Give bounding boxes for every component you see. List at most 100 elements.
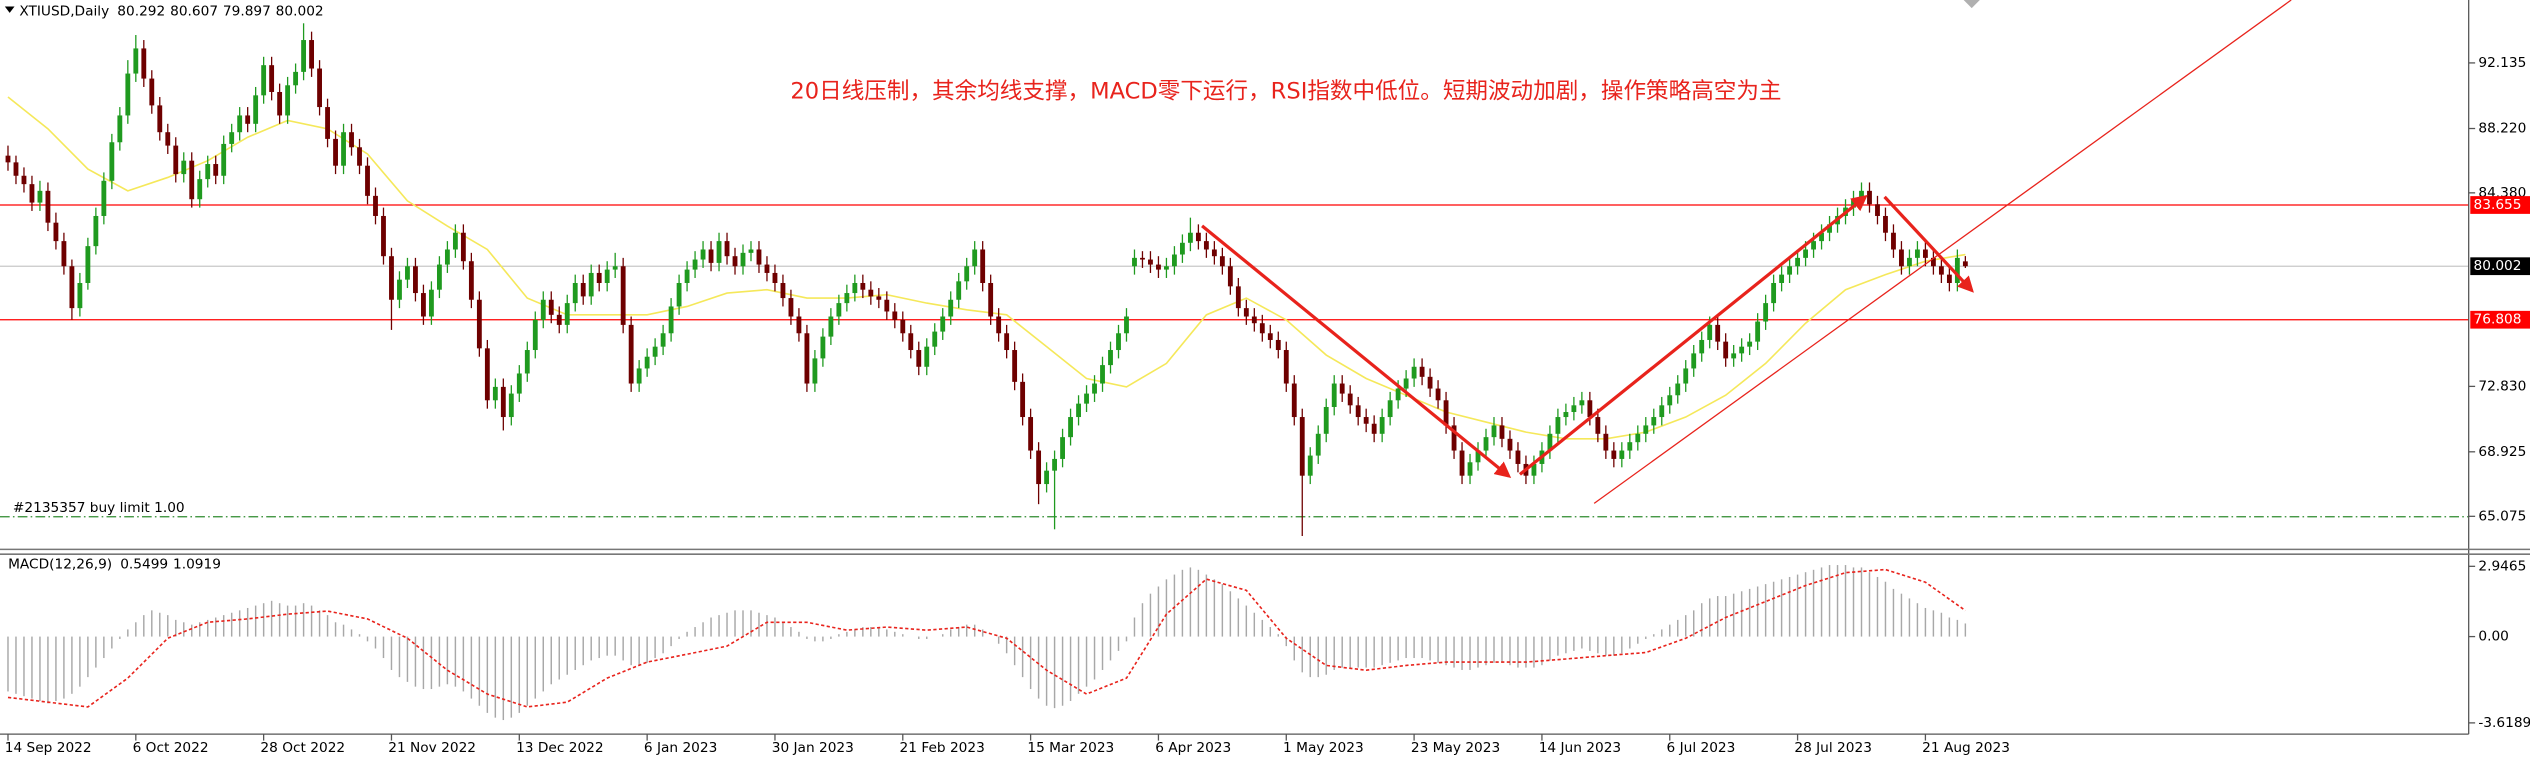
candle-body xyxy=(1507,438,1513,451)
candle-body xyxy=(580,282,586,297)
candle-body xyxy=(421,293,426,317)
candle-body xyxy=(1483,437,1489,451)
candle-body xyxy=(788,298,794,317)
candle-body xyxy=(708,249,714,263)
candle-body xyxy=(1899,249,1904,267)
drawings xyxy=(1201,0,2292,504)
candle-body xyxy=(1068,417,1073,438)
y-tick-label: 68.925 xyxy=(2478,444,2526,460)
candle-body xyxy=(261,65,267,96)
candle-body xyxy=(1315,433,1321,456)
candle-body xyxy=(1595,417,1601,434)
candle-body xyxy=(1283,350,1289,384)
candle-body xyxy=(1675,383,1681,396)
candle-body xyxy=(1435,388,1441,401)
candle-body xyxy=(1004,333,1010,351)
candle-body xyxy=(1883,215,1888,233)
candle-body xyxy=(205,164,211,180)
candle-body xyxy=(908,333,914,351)
candle-body xyxy=(429,289,434,317)
candle-body xyxy=(397,279,402,300)
candle-body xyxy=(237,115,243,133)
candle-body xyxy=(317,68,322,108)
candle-body xyxy=(1211,249,1217,257)
candle-body xyxy=(333,138,338,166)
candle-body xyxy=(1611,450,1617,459)
x-tick-label: 6 Jul 2023 xyxy=(1667,740,1736,756)
candle-body xyxy=(1020,381,1026,418)
low-value: 79.897 xyxy=(223,3,271,19)
candle-body xyxy=(860,282,866,290)
menu-triangle[interactable] xyxy=(4,6,15,13)
close-value: 80.002 xyxy=(276,3,324,19)
candle-body xyxy=(1339,383,1345,394)
high-value: 80.607 xyxy=(170,3,218,19)
candle-body xyxy=(924,346,930,367)
channel-line xyxy=(1593,0,2292,504)
candle-body xyxy=(660,333,666,347)
candle-body xyxy=(1691,353,1697,369)
candle-body xyxy=(868,289,874,297)
candle-body xyxy=(500,386,506,418)
candle-body xyxy=(972,249,978,267)
candle-body xyxy=(980,249,986,283)
candle-body xyxy=(1930,257,1936,267)
candle-body xyxy=(460,232,466,262)
candle-body xyxy=(1076,403,1081,418)
current-price-box xyxy=(2470,257,2530,276)
candle-body xyxy=(1203,241,1209,250)
candle-body xyxy=(1291,383,1297,418)
candle-body xyxy=(1795,257,1801,267)
candle-body xyxy=(221,143,227,176)
candle-body xyxy=(1731,353,1737,359)
candle-body xyxy=(1052,458,1058,471)
candle-body xyxy=(1251,316,1257,324)
candle-body xyxy=(277,91,283,116)
candle-body xyxy=(884,299,890,312)
candle-body xyxy=(1443,400,1449,426)
candle-body xyxy=(1172,254,1177,267)
trend-arrow xyxy=(1201,224,1512,479)
x-tick-label: 28 Jul 2023 xyxy=(1794,740,1872,756)
candle-body xyxy=(676,282,682,307)
candle-body xyxy=(1771,282,1777,304)
candle-body xyxy=(141,48,147,79)
candle-body xyxy=(1571,405,1577,413)
candle-body xyxy=(157,105,163,133)
x-tick-label: 13 Dec 2022 xyxy=(516,740,604,756)
candle-body xyxy=(245,115,251,124)
candle-body xyxy=(1427,376,1433,389)
candle-body xyxy=(1467,462,1473,476)
x-tick-label: 21 Feb 2023 xyxy=(900,740,985,756)
candle-body xyxy=(1379,417,1385,434)
candle-body xyxy=(1875,204,1880,216)
candle-body xyxy=(484,348,490,401)
candle-body xyxy=(548,299,554,315)
candle-body xyxy=(85,246,91,283)
candle-body xyxy=(836,303,842,317)
candle-body xyxy=(1603,433,1609,451)
candle-body xyxy=(1962,261,1968,267)
candle-body xyxy=(109,142,115,181)
x-tick-label: 6 Oct 2022 xyxy=(133,740,209,756)
candle-body xyxy=(852,282,858,294)
candle-body xyxy=(1044,470,1050,485)
candle-body xyxy=(1867,190,1872,205)
candle-body xyxy=(1235,286,1241,309)
candle-body xyxy=(996,316,1002,334)
candle-body xyxy=(253,95,259,124)
candle-body xyxy=(389,256,394,300)
candle-body xyxy=(181,160,187,175)
candle-body xyxy=(1811,241,1816,250)
candle-body xyxy=(1036,450,1042,485)
candle-body xyxy=(1723,341,1729,359)
open-value: 80.292 xyxy=(117,3,165,19)
candle-body xyxy=(37,190,43,203)
candle-body xyxy=(1243,308,1249,317)
candle-body xyxy=(1619,450,1625,459)
candle-body xyxy=(1643,425,1649,434)
candle-body xyxy=(1715,324,1721,342)
candle-body xyxy=(468,261,474,300)
candle-body xyxy=(900,319,906,334)
